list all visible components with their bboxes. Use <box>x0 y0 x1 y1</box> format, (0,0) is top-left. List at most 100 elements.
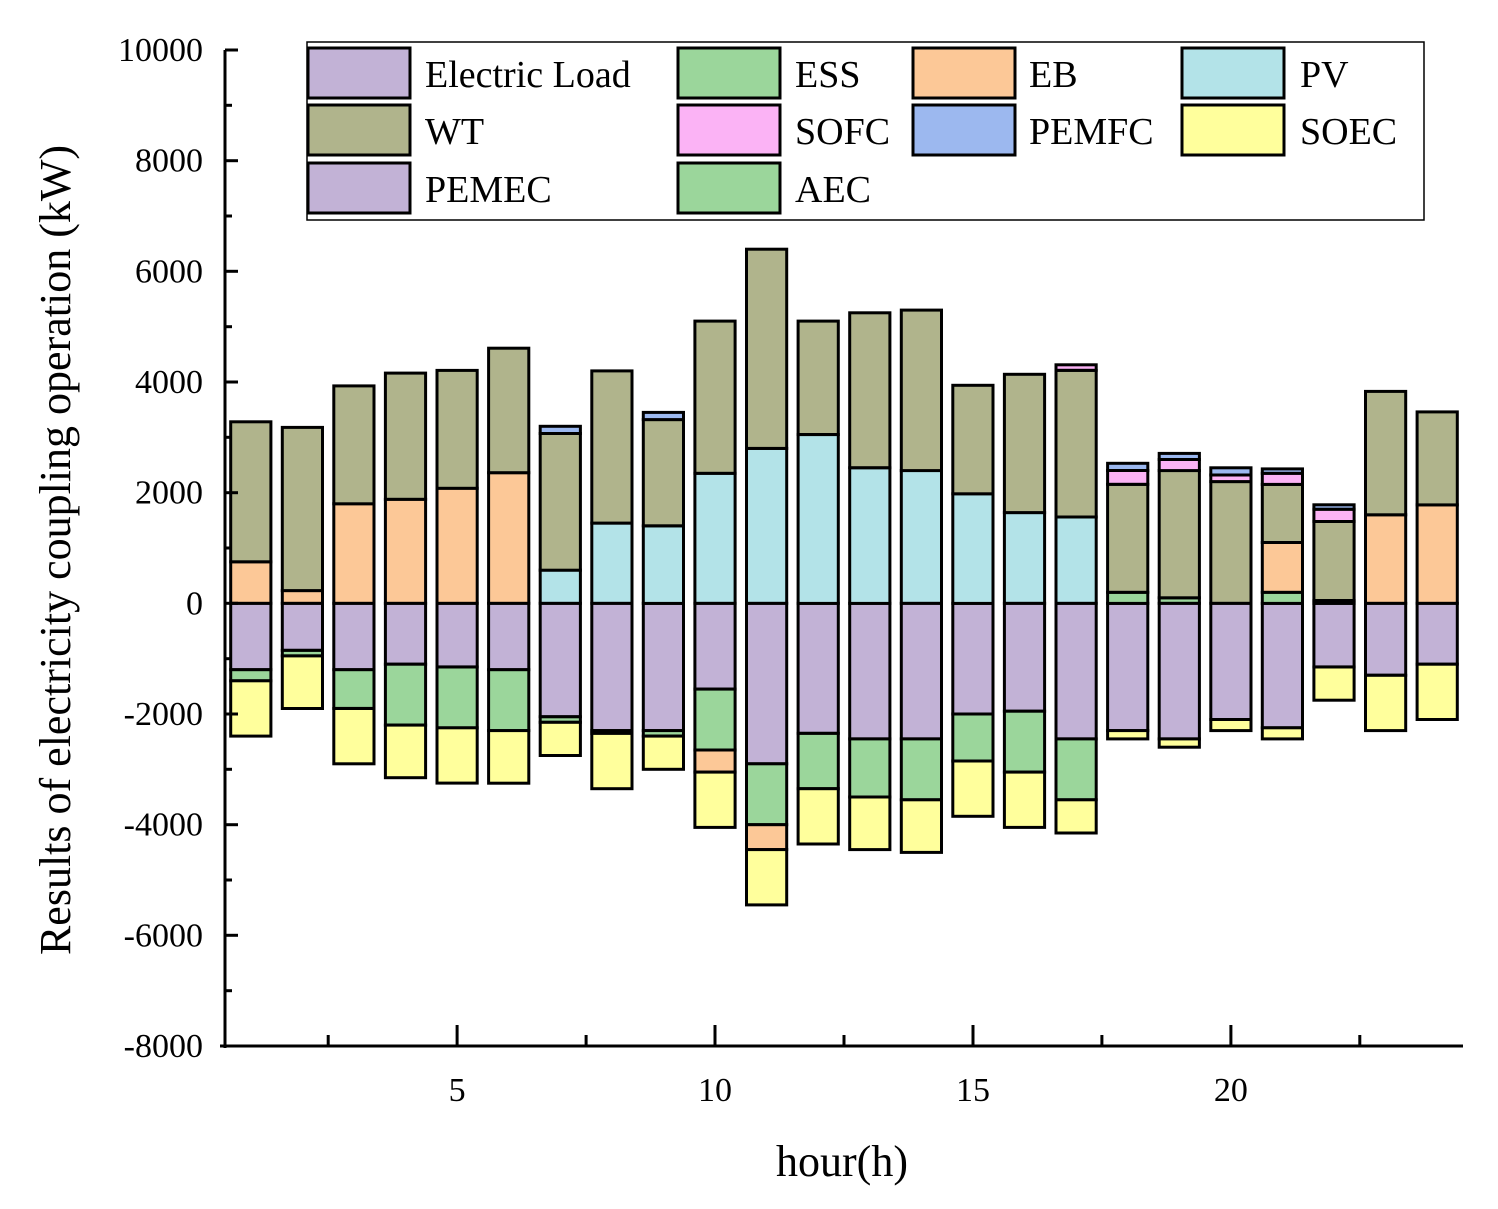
bar-soec-hour-12 <box>796 787 840 846</box>
bar-electric-load-hour-7 <box>538 601 582 719</box>
bar-soec-hour-23 <box>1364 673 1408 733</box>
bar-pv-hour-13 <box>848 466 892 605</box>
bar-wt-hour-6 <box>487 346 531 475</box>
bar-soec-hour-20 <box>1209 718 1253 733</box>
bar-soec-hour-13 <box>848 795 892 852</box>
bar-pemfc-hour-20 <box>1209 466 1253 477</box>
y-tick-label: 4000 <box>135 364 203 401</box>
x-ticks: 5 10 15 20 <box>326 1025 1362 1109</box>
bar-wt-hour-15 <box>951 383 995 496</box>
bar-electric-load-hour-11 <box>745 601 789 766</box>
bar-sofc-hour-18 <box>1106 469 1150 486</box>
bar-pv-hour-7 <box>538 568 582 605</box>
legend-swatch-eb <box>911 46 1017 100</box>
bar-pv-hour-11 <box>745 446 789 605</box>
y-tick-label: 0 <box>186 585 203 622</box>
legend-label-pv: PV <box>1300 54 1349 96</box>
bar-wt-hour-19 <box>1157 469 1201 600</box>
bar-ess-hour-10 <box>693 687 737 752</box>
bar-soec-hour-9 <box>641 734 685 771</box>
bar-electric-load-hour-23 <box>1364 601 1408 677</box>
bar-pemfc-hour-22 <box>1312 503 1356 511</box>
x-tick-label: 5 <box>449 1072 466 1109</box>
bar-soec-hour-16 <box>1002 770 1047 829</box>
legend-label-pemfc: PEMFC <box>1029 111 1154 153</box>
bar-soec-hour-22 <box>1312 665 1356 702</box>
legend-label-wt: WT <box>425 111 484 153</box>
bar-ess-hour-3 <box>332 668 376 710</box>
bar-pv-hour-16 <box>1002 511 1047 605</box>
bar-wt-hour-16 <box>1002 372 1047 515</box>
legend-swatch-pv <box>1180 46 1286 100</box>
legend-swatch-aec <box>676 161 782 215</box>
bar-eb-hour-24 <box>1415 503 1459 605</box>
y-ticks: 10000 8000 6000 4000 2000 0 -2000 -4000 -6000 -80… <box>118 32 238 1065</box>
bar-wt-hour-21 <box>1260 482 1305 544</box>
bar-pemfc-hour-9 <box>641 410 685 422</box>
bar-eb-hour-5 <box>435 486 479 605</box>
bar-soec-hour-3 <box>332 707 376 766</box>
legend-swatch-electric-load <box>306 46 412 100</box>
bar-soec-hour-8 <box>590 731 634 791</box>
bar-ess-hour-1 <box>229 668 273 683</box>
bar-soec-hour-17 <box>1054 798 1098 835</box>
bar-ess-hour-6 <box>487 668 531 733</box>
bar-pv-hour-8 <box>590 521 634 605</box>
bar-electric-load-hour-14 <box>899 601 943 741</box>
bar-wt-hour-12 <box>796 319 840 437</box>
x-tick-label: 15 <box>956 1072 990 1109</box>
bar-soec-hour-24 <box>1415 662 1459 722</box>
legend-label-sofc: SOFC <box>795 111 890 153</box>
bar-sofc-hour-17 <box>1054 363 1098 372</box>
bar-electric-load-hour-16 <box>1002 601 1047 713</box>
y-tick-label: 8000 <box>135 143 203 180</box>
bar-soec-hour-5 <box>435 726 479 785</box>
bar-electric-load-hour-13 <box>848 601 892 741</box>
bar-wt-hour-11 <box>745 247 789 450</box>
bar-ess-hour-4 <box>383 662 428 727</box>
bar-ess-hour-15 <box>951 712 995 763</box>
legend-swatch-pemfc <box>911 103 1017 157</box>
legend-label-pemec: PEMEC <box>425 169 552 211</box>
bar-ess-hour-5 <box>435 665 479 730</box>
bar-electric-load-hour-6 <box>487 601 531 672</box>
bar-soec-hour-18 <box>1106 729 1150 741</box>
bar-pv-hour-12 <box>796 433 840 605</box>
bar-electric-load-hour-3 <box>332 601 376 672</box>
bar-eb-hour-11 <box>745 823 789 852</box>
bar-soec-hour-6 <box>487 729 531 785</box>
bar-electric-load-hour-8 <box>590 601 634 733</box>
bar-ess-hour-21 <box>1260 590 1305 605</box>
x-axis-title: hour(h) <box>776 1137 908 1186</box>
bar-sofc-hour-22 <box>1312 507 1356 523</box>
legend-swatch-pemec <box>306 161 412 215</box>
bar-electric-load-hour-4 <box>383 601 428 666</box>
bar-soec-hour-14 <box>899 798 943 854</box>
bar-electric-load-hour-24 <box>1415 601 1459 666</box>
bar-electric-load-hour-20 <box>1209 601 1253 721</box>
y-tick-label: 10000 <box>118 32 203 69</box>
y-tick-label: 6000 <box>135 253 203 290</box>
bar-soec-hour-2 <box>280 654 324 711</box>
x-tick-label: 10 <box>698 1072 732 1109</box>
bar-wt-hour-5 <box>435 368 479 490</box>
bar-soec-hour-1 <box>229 679 273 738</box>
bar-wt-hour-7 <box>538 432 582 572</box>
bar-soec-hour-15 <box>951 759 995 818</box>
bar-pemfc-hour-18 <box>1106 461 1150 472</box>
legend-label-aec: AEC <box>795 169 871 211</box>
bar-wt-hour-23 <box>1364 389 1408 517</box>
bar-eb-hour-21 <box>1260 541 1305 594</box>
bar-wt-hour-13 <box>848 311 892 470</box>
bar-pv-hour-15 <box>951 492 995 605</box>
x-tick-label: 20 <box>1214 1072 1248 1109</box>
bar-wt-hour-22 <box>1312 519 1356 603</box>
bar-wt-hour-10 <box>693 319 737 475</box>
bar-ess-hour-14 <box>899 737 943 802</box>
bar-soec-hour-10 <box>693 770 737 829</box>
bar-sofc-hour-19 <box>1157 458 1201 473</box>
bar-wt-hour-17 <box>1054 368 1098 519</box>
bar-eb-hour-23 <box>1364 513 1408 605</box>
legend-label-soec: SOEC <box>1300 111 1397 153</box>
bar-wt-hour-3 <box>332 384 376 506</box>
